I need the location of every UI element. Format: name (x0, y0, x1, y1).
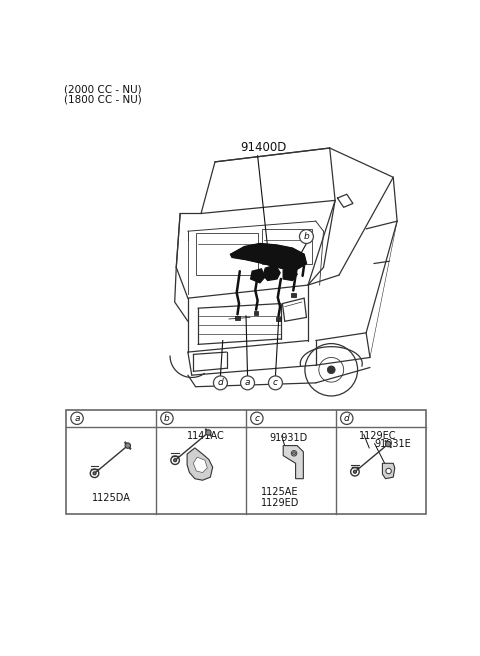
Bar (291, 293, 296, 297)
Text: b: b (164, 414, 170, 422)
Circle shape (174, 459, 177, 462)
Text: 1129EC: 1129EC (359, 430, 396, 441)
Text: c: c (273, 379, 278, 388)
Circle shape (71, 412, 83, 424)
Bar (254, 311, 258, 315)
Circle shape (93, 472, 96, 475)
Text: a: a (245, 379, 250, 388)
Circle shape (327, 366, 335, 374)
Text: a: a (74, 414, 80, 422)
Circle shape (161, 412, 173, 424)
Polygon shape (283, 266, 297, 281)
Bar (196, 233, 258, 275)
Text: 1129ED: 1129ED (261, 499, 300, 508)
Text: 91931D: 91931D (269, 433, 308, 443)
Polygon shape (283, 445, 303, 479)
Text: 91400D: 91400D (240, 141, 286, 154)
Circle shape (292, 452, 296, 455)
Text: c: c (254, 414, 259, 422)
Text: d: d (217, 379, 223, 388)
Polygon shape (230, 243, 306, 270)
Polygon shape (263, 265, 280, 281)
Bar (262, 229, 312, 264)
Circle shape (205, 430, 211, 435)
Polygon shape (193, 457, 207, 472)
Circle shape (300, 230, 313, 243)
Text: 1141AC: 1141AC (187, 430, 225, 441)
Text: (2000 CC - NU): (2000 CC - NU) (64, 85, 142, 95)
Circle shape (240, 376, 254, 390)
Circle shape (386, 468, 391, 474)
Bar (235, 316, 240, 319)
Text: d: d (344, 414, 349, 422)
Text: 1125DA: 1125DA (92, 493, 131, 503)
Polygon shape (251, 269, 264, 283)
Bar (66, 410, 426, 514)
Circle shape (268, 376, 282, 390)
Text: (1800 CC - NU): (1800 CC - NU) (64, 94, 142, 104)
Circle shape (385, 441, 391, 447)
Circle shape (353, 470, 357, 474)
Circle shape (291, 451, 297, 456)
Circle shape (251, 412, 263, 424)
Polygon shape (187, 448, 213, 480)
Polygon shape (383, 463, 395, 479)
Bar (276, 318, 281, 321)
Text: 1125AE: 1125AE (261, 487, 299, 497)
Circle shape (214, 376, 228, 390)
Text: b: b (303, 232, 309, 241)
Text: 91931E: 91931E (375, 439, 411, 449)
Circle shape (340, 412, 353, 424)
Circle shape (125, 443, 131, 448)
